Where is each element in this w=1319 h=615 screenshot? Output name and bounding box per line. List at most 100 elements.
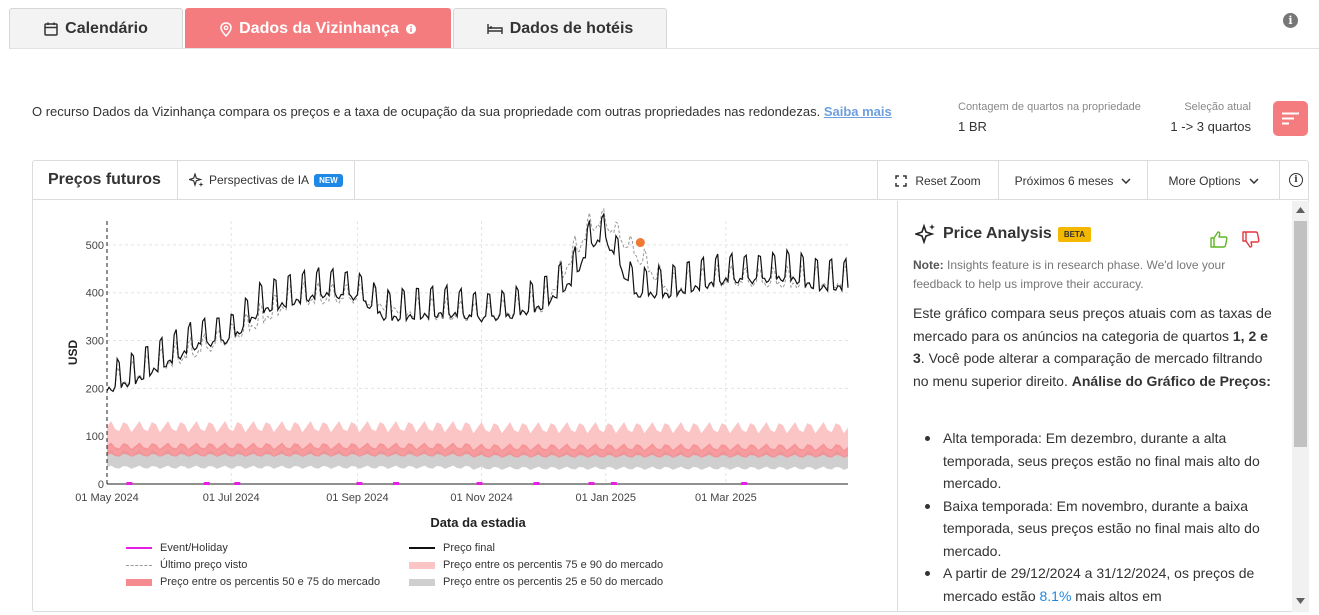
- y-tick-label: 400: [86, 288, 104, 300]
- filter-button[interactable]: [1273, 101, 1308, 136]
- legend-swatch: [409, 578, 435, 586]
- ai-insights-label: Perspectivas de IA: [209, 173, 310, 187]
- calendar-icon: [44, 22, 58, 36]
- legend-p75-90[interactable]: Preço entre os percentis 75 e 90 do merc…: [409, 559, 663, 571]
- item-text: A partir de 29/12/2024 a 31/12/2024, os …: [943, 565, 1255, 604]
- legend-label: Preço entre os percentis 50 e 75 do merc…: [160, 576, 381, 588]
- legend-p25-50[interactable]: Preço entre os percentis 25 e 50 do merc…: [409, 576, 663, 588]
- x-tick-label: 01 Nov 2024: [450, 492, 512, 504]
- chevron-down-icon: [1121, 177, 1131, 184]
- price-analysis-title: Price Analysis: [943, 225, 1052, 242]
- legend-label: Preço entre os percentis 25 e 50 do merc…: [443, 576, 664, 588]
- info-icon[interactable]: [405, 24, 416, 34]
- series-final-price: [106, 212, 849, 393]
- event-marker: [533, 482, 540, 485]
- filter-icon: [1282, 112, 1299, 125]
- reset-zoom-button[interactable]: Reset Zoom: [877, 161, 998, 200]
- scroll-up-arrow-icon[interactable]: [1296, 207, 1305, 213]
- x-axis-title: Data da estadia: [430, 515, 526, 530]
- learn-more-link[interactable]: Saiba mais: [823, 104, 892, 119]
- scrollbar-thumb[interactable]: [1294, 221, 1307, 447]
- legend-event[interactable]: Event/Holiday: [126, 542, 228, 554]
- tab-label: Dados da Vizinhança: [239, 20, 399, 37]
- tab-dados-vizinhanca[interactable]: Dados da Vizinhança: [185, 8, 451, 49]
- legend-final-price[interactable]: Preço final: [409, 542, 495, 554]
- legend-swatch: [126, 547, 152, 549]
- thumbs-up-icon[interactable]: [1210, 231, 1228, 248]
- intro-description: O recurso Dados da Vizinhança compara os…: [32, 101, 892, 123]
- list-item: Baixa temporada: Em novembro, durante a …: [925, 495, 1273, 563]
- analysis-intro: Este gráfico compara seus preços atuais …: [913, 302, 1273, 392]
- fullscreen-icon: [895, 174, 908, 187]
- range-label: Próximos 6 meses: [1014, 173, 1114, 188]
- x-tick-label: 01 Jan 2025: [575, 492, 636, 504]
- legend-swatch: [409, 561, 435, 569]
- bed-icon: [487, 24, 503, 34]
- legend-swatch: [409, 547, 435, 549]
- room-count-value: 1 BR: [958, 119, 987, 134]
- more-options-dropdown[interactable]: More Options: [1147, 161, 1280, 200]
- highlight-marker: [635, 238, 645, 248]
- event-marker: [393, 482, 400, 485]
- chart-title: Preços futuros: [33, 160, 178, 200]
- help-info-icon[interactable]: i: [1283, 13, 1298, 28]
- analysis-text: Este gráfico compara seus preços atuais …: [913, 305, 1272, 344]
- legend-last-price[interactable]: Último preço visto: [126, 559, 247, 571]
- location-pin-icon: [220, 21, 232, 37]
- analysis-rooms: 1, 2 e 3: [913, 327, 1268, 367]
- item-text: mais altos em: [1071, 587, 1162, 604]
- event-marker: [234, 482, 241, 485]
- price-analysis-header: Price Analysis BETA: [915, 223, 1091, 245]
- thumbs-down-icon[interactable]: [1242, 231, 1260, 248]
- y-tick-label: 300: [86, 336, 104, 348]
- analysis-heading: Análise do Gráfico de Preços:: [1071, 372, 1271, 389]
- tab-bar: Calendário Dados da Vizinhança Dados de …: [9, 8, 667, 49]
- chart-toolbar: Preços futuros Perspectivas de IA NEW Re…: [33, 160, 1308, 200]
- series-last-price: [106, 207, 849, 392]
- band-p75-90: [107, 421, 848, 452]
- ai-insights-button[interactable]: Perspectivas de IA NEW: [178, 160, 355, 200]
- event-marker: [126, 482, 133, 485]
- intro-text: O recurso Dados da Vizinhança compara os…: [32, 104, 821, 119]
- room-count-label: Contagem de quartos na propriedade: [958, 101, 1141, 113]
- y-axis-title: USD: [66, 340, 80, 366]
- legend-swatch: [126, 578, 152, 586]
- sparkle-icon: [915, 223, 935, 245]
- scroll-down-arrow-icon[interactable]: [1296, 598, 1305, 604]
- event-marker: [476, 482, 483, 485]
- more-options-label: More Options: [1168, 173, 1241, 188]
- event-marker: [203, 482, 210, 485]
- tab-divider: [9, 48, 1319, 49]
- event-marker: [588, 482, 595, 485]
- event-marker: [610, 482, 617, 485]
- feedback-buttons: [1210, 231, 1260, 248]
- current-selection-info: Seleção atual 1 -> 3 quartos: [1167, 101, 1251, 134]
- room-count-info: Contagem de quartos na propriedade 1 BR: [958, 101, 1141, 134]
- info-icon[interactable]: i: [1289, 173, 1303, 187]
- x-tick-label: 01 Jul 2024: [203, 492, 260, 504]
- price-chart: 0 100 200 300 400 500 01 May 2024 01 Jul 2024 01…: [33, 201, 897, 611]
- analysis-list: Alta temporada: Em dezembro, durante a a…: [925, 427, 1273, 607]
- tab-calendario[interactable]: Calendário: [9, 8, 183, 49]
- note-text: Insights feature is in research phase. W…: [913, 258, 1226, 291]
- tab-dados-hoteis[interactable]: Dados de hotéis: [453, 8, 667, 49]
- analysis-text: . Você pode alterar a comparação de merc…: [913, 350, 1263, 389]
- band-p50-75: [107, 442, 848, 458]
- sparkle-icon: [189, 172, 204, 187]
- price-chart-svg: 0 100 200 300 400 500 01 May 2024 01 Jul 2024 01…: [66, 207, 849, 530]
- beta-note: Note: Insights feature is in research ph…: [913, 256, 1263, 294]
- tab-label: Calendário: [65, 20, 148, 37]
- item-percentage: 8.1%: [1039, 587, 1072, 604]
- reset-zoom-label: Reset Zoom: [915, 173, 981, 188]
- y-tick-label: 100: [86, 431, 104, 443]
- event-marker: [356, 482, 363, 485]
- x-tick-label: 01 May 2024: [75, 492, 139, 504]
- panel-scrollbar[interactable]: [1292, 201, 1309, 612]
- legend-label: Último preço visto: [160, 559, 248, 571]
- beta-badge: BETA: [1057, 226, 1091, 242]
- range-dropdown[interactable]: Próximos 6 meses: [998, 161, 1147, 200]
- list-item: A partir de 29/12/2024 a 31/12/2024, os …: [925, 562, 1273, 607]
- chevron-down-icon: [1248, 177, 1259, 184]
- x-tick-label: 01 Mar 2025: [695, 492, 757, 504]
- legend-p50-75[interactable]: Preço entre os percentis 50 e 75 do merc…: [126, 576, 380, 588]
